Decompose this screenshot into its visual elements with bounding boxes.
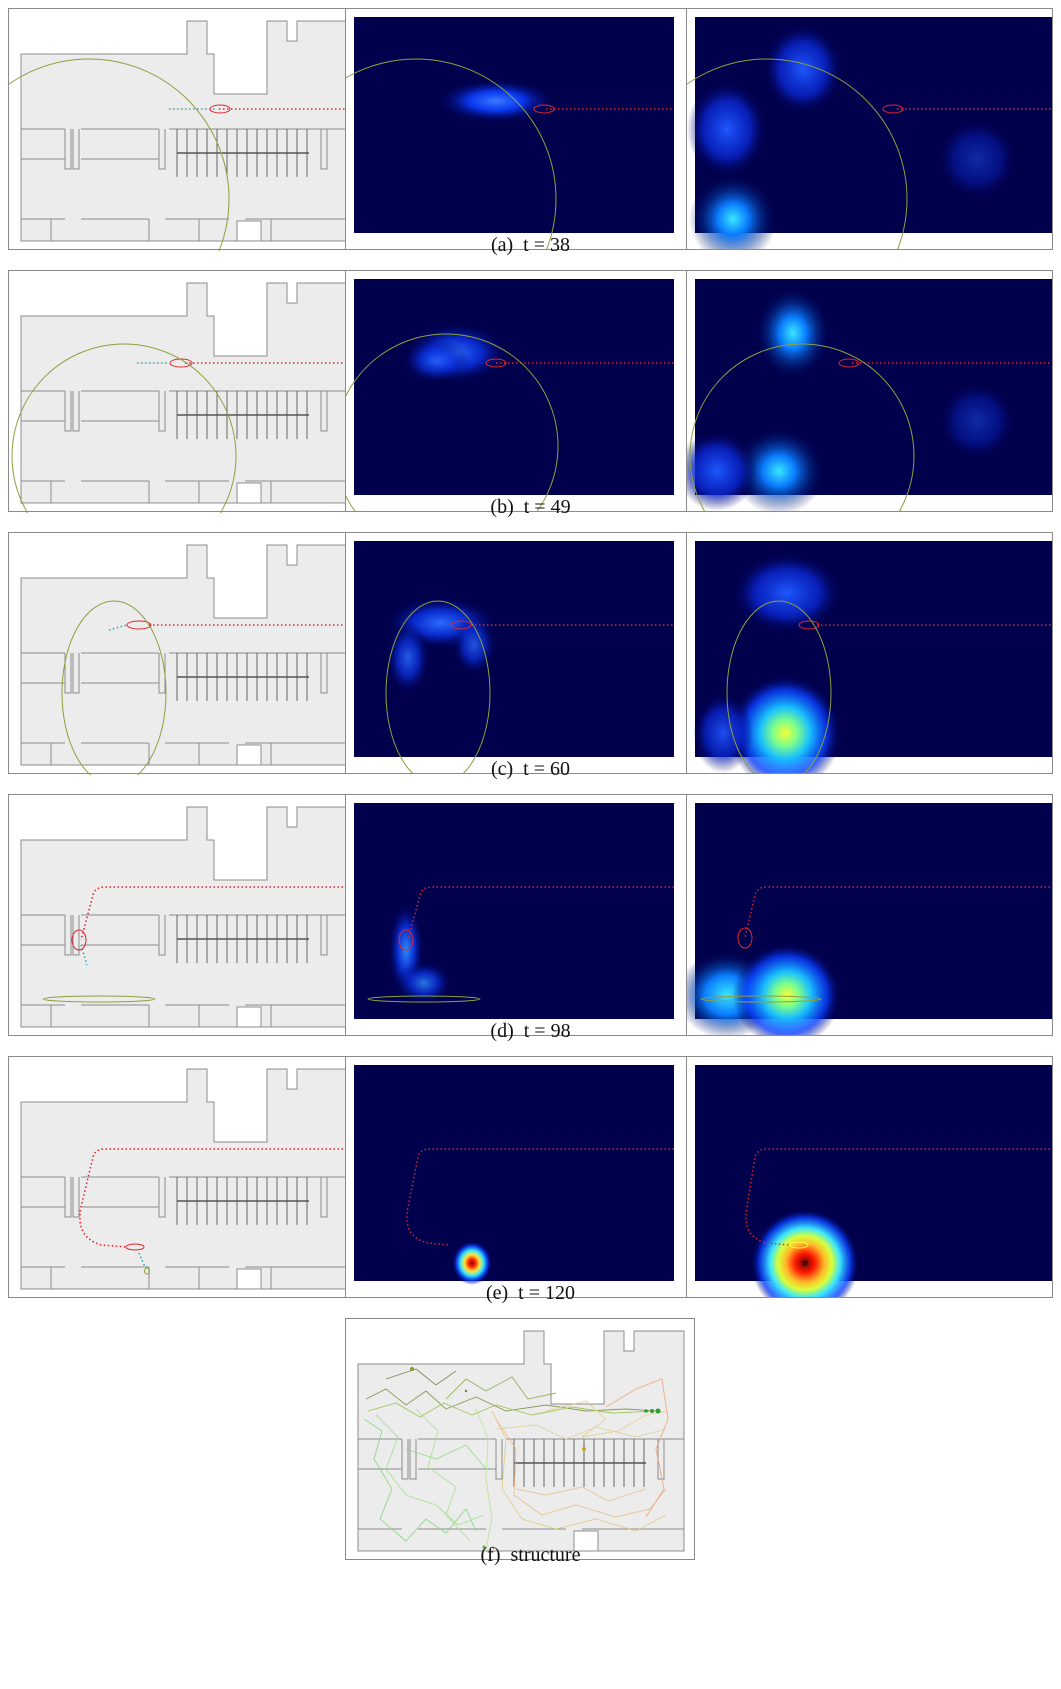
caption-b: (b) t = 49 xyxy=(490,496,571,518)
heatmap-panel-a-1 xyxy=(345,8,695,250)
floor-plan xyxy=(20,806,348,1028)
map-view xyxy=(11,282,348,513)
heatmap-panel-d-1 xyxy=(345,794,695,1036)
heatmap-panel-c-2 xyxy=(686,532,1053,774)
caption-c: (c) t = 60 xyxy=(490,758,571,780)
heatmap xyxy=(693,541,1052,773)
heatmap xyxy=(346,17,674,249)
heatmap-panel-c-1 xyxy=(345,532,695,774)
trajectory xyxy=(80,886,347,941)
position-ellipse xyxy=(71,929,87,951)
position-ellipse xyxy=(125,1243,145,1251)
heatmap xyxy=(354,803,674,1019)
prediction-path xyxy=(108,624,128,631)
map-view xyxy=(20,1068,348,1290)
floor-plan xyxy=(20,544,348,766)
map-panel-d xyxy=(8,794,358,1036)
map-panel-e xyxy=(8,1056,358,1298)
heatmap-panel-b-2 xyxy=(686,270,1053,512)
heatmap xyxy=(687,803,1052,1035)
uncertainty-ellipse xyxy=(9,58,230,251)
heatmap xyxy=(354,1065,674,1285)
caption-f: (f) structure xyxy=(480,1544,581,1566)
caption-e: (e) t = 120 xyxy=(485,1282,576,1304)
uncertainty-ellipse xyxy=(42,995,156,1003)
heatmap xyxy=(687,279,1052,511)
heatmap-panel-b-1 xyxy=(345,270,695,512)
floor-plan xyxy=(20,282,348,504)
heatmap-panel-a-2 xyxy=(686,8,1053,250)
position-ellipse xyxy=(126,620,152,630)
position-ellipse xyxy=(209,104,231,114)
heatmap-panel-e-1 xyxy=(345,1056,695,1298)
floor-plan xyxy=(20,20,348,242)
map-panel-b xyxy=(8,270,358,513)
caption-d: (d) t = 98 xyxy=(490,1020,571,1042)
map-panel-c xyxy=(8,532,358,775)
structure-graph xyxy=(357,1330,685,1552)
heatmap xyxy=(354,541,674,773)
heatmap-panel-d-2 xyxy=(686,794,1053,1036)
heatmap-panel-e-2 xyxy=(686,1056,1053,1298)
uncertainty-ellipse xyxy=(346,58,557,249)
position-ellipse xyxy=(169,358,193,368)
trajectory-network xyxy=(363,1368,669,1550)
uncertainty-ellipse xyxy=(61,600,167,775)
prediction-path xyxy=(80,944,88,966)
caption-a: (a) t = 38 xyxy=(490,234,571,256)
map-view xyxy=(20,544,348,775)
floor-plan xyxy=(357,1330,685,1552)
heatmap xyxy=(687,17,1052,249)
uncertainty-ellipse xyxy=(11,343,237,513)
map-view xyxy=(9,20,348,251)
map-view xyxy=(20,806,348,1028)
heatmap xyxy=(695,1065,1052,1297)
uncertainty-ellipse xyxy=(144,1267,150,1275)
floor-plan xyxy=(20,1068,348,1290)
graph-nodes xyxy=(410,1367,661,1549)
structure-panel xyxy=(345,1318,695,1560)
map-panel-a xyxy=(8,8,358,251)
heatmap xyxy=(346,279,674,511)
prediction-path xyxy=(138,1252,146,1268)
